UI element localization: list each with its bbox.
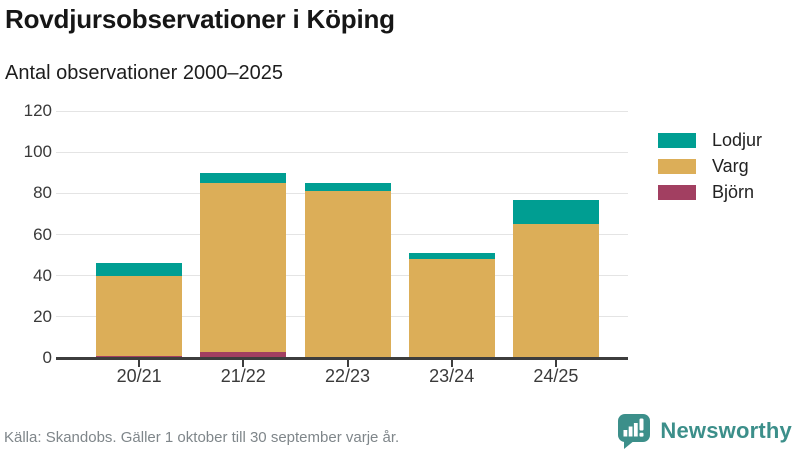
legend-item-lodjur: Lodjur (658, 129, 763, 150)
newsworthy-speech-bubble-chart-icon (618, 414, 651, 449)
x-axis-tick-label: 20/21 (116, 366, 162, 386)
bar-segment-varg-24-25 (512, 224, 599, 358)
gridline (56, 110, 628, 112)
x-axis-tick (450, 360, 453, 367)
legend-label: Lodjur (712, 129, 763, 150)
gridline (56, 151, 628, 153)
bar-segment-varg-21-22 (200, 183, 287, 352)
bar-segment-lodjur-21-22 (200, 172, 287, 184)
legend-label: Varg (712, 155, 749, 176)
legend-item-björn: Björn (658, 181, 762, 202)
y-axis-tick-label: 0 (42, 348, 52, 367)
x-axis-tick-label: 24/25 (533, 366, 579, 386)
chart-subtitle: Antal observationer 2000–2025 (5, 62, 283, 84)
bar-segment-varg-20-21 (96, 275, 183, 356)
y-axis-tick-label: 60 (33, 224, 52, 244)
source-note: Källa: Skandobs. Gäller 1 oktober till 3… (4, 429, 400, 446)
x-axis-tick (138, 360, 141, 367)
bar-segment-varg-22-23 (304, 191, 391, 358)
legend-label: Björn (712, 181, 755, 202)
legend-swatch-varg (658, 158, 696, 174)
bar-segment-varg-23-24 (408, 259, 495, 358)
y-axis-tick-label: 120 (23, 101, 52, 120)
x-axis-tick (554, 360, 557, 367)
x-axis-tick-label: 22/23 (324, 366, 371, 386)
x-axis-line (56, 357, 628, 360)
newsworthy-wordmark: Newsworthy (660, 418, 792, 443)
bar-segment-lodjur-22-23 (304, 183, 391, 192)
x-axis-tick-label: 23/24 (429, 366, 475, 386)
legend-swatch-lodjur (658, 132, 696, 148)
y-axis-tick-label: 40 (33, 265, 52, 285)
y-axis-tick-label: 80 (33, 183, 52, 203)
newsworthy-logo: Newsworthy (616, 412, 792, 450)
bar-segment-björn-21-22 (200, 351, 287, 358)
x-axis-tick (346, 360, 349, 367)
bar-segment-björn-20-21 (96, 355, 183, 358)
y-axis-tick-label: 20 (33, 306, 52, 326)
bar-segment-lodjur-24-25 (512, 199, 599, 225)
x-axis-tick (242, 360, 245, 367)
y-axis-tick-label: 100 (23, 142, 52, 162)
x-axis-tick-label: 21/22 (220, 366, 266, 386)
chart-title: Rovdjursobservationer i Köping (5, 4, 395, 34)
bar-segment-lodjur-20-21 (96, 263, 183, 276)
bar-segment-lodjur-23-24 (408, 253, 495, 260)
legend: Lodjur Varg Björn (658, 129, 763, 209)
legend-item-varg: Varg (658, 155, 762, 176)
legend-swatch-björn (658, 184, 696, 200)
